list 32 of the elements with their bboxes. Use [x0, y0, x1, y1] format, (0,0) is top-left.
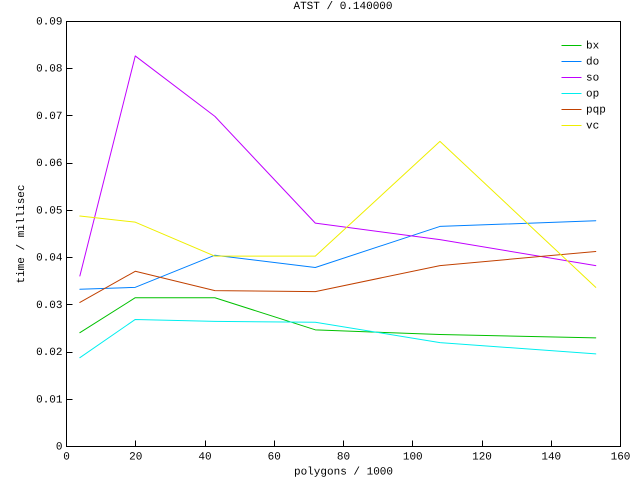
legend-label: do [586, 56, 600, 68]
legend-label: op [586, 88, 600, 100]
y-tick-label: 0.07 [36, 110, 62, 123]
y-tick-label: 0.04 [36, 252, 63, 265]
x-tick-label: 40 [198, 452, 212, 464]
y-tick-label: 0.06 [36, 158, 62, 170]
y-tick-label: 0.03 [36, 300, 62, 312]
y-tick-label: 0 [56, 442, 62, 454]
line-series [79, 318, 596, 358]
y-tick-label: 0.08 [36, 64, 62, 76]
y-tick-label: 0.09 [36, 16, 62, 28]
line-series [79, 220, 596, 290]
x-tick-label: 160 [610, 452, 630, 464]
x-axis-title: polygons / 1000 [294, 466, 394, 478]
legend-label: pqp [586, 104, 606, 116]
y-tick-label: 0.01 [36, 394, 63, 406]
legend-label: so [586, 72, 600, 84]
line-series [79, 297, 596, 338]
legend-label: bx [586, 40, 600, 52]
x-tick-label: 80 [336, 452, 350, 464]
chart-title: ATST / 0.140000 [293, 1, 393, 13]
line-series [79, 140, 596, 288]
y-tick-label: 0.05 [36, 205, 62, 218]
x-tick-label: 120 [472, 452, 492, 464]
x-tick-label: 20 [129, 452, 142, 464]
y-axis-title: time / millisec [16, 184, 28, 284]
x-tick-label: 60 [268, 452, 281, 464]
line-series [79, 250, 596, 303]
x-tick-label: 100 [402, 452, 423, 464]
y-tick-label: 0.02 [36, 347, 62, 360]
x-tick-label: 140 [541, 452, 562, 464]
legend-label: vc [586, 120, 600, 132]
